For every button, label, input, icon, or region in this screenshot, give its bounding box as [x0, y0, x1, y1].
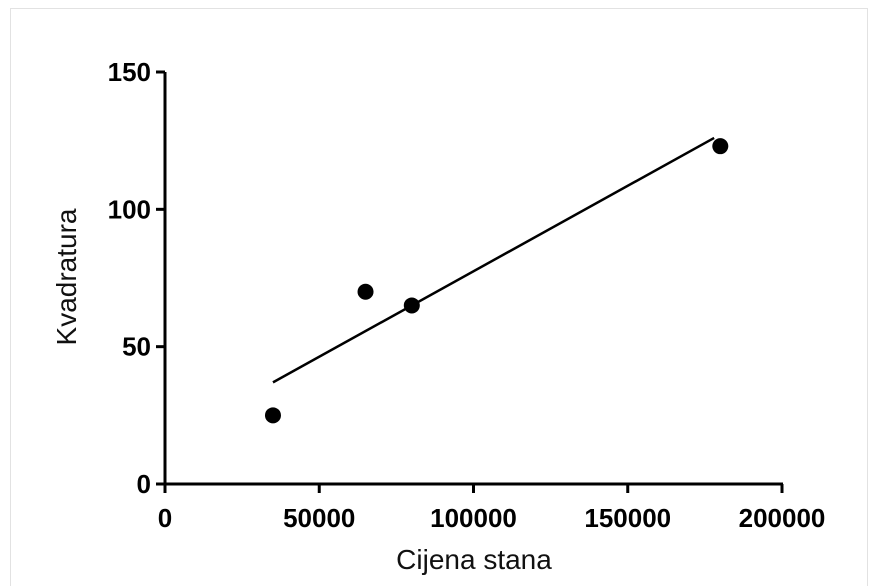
y-tick-label: 150: [108, 57, 151, 87]
x-tick-label: 100000: [430, 503, 517, 533]
data-points: [264, 138, 729, 424]
x-tick-label: 0: [158, 503, 172, 533]
x-axis-title: Cijena stana: [396, 544, 552, 575]
data-point: [712, 138, 729, 155]
fit-line: [272, 136, 715, 384]
x-tick-label: 200000: [739, 503, 826, 533]
data-point: [264, 407, 281, 424]
x-tick-label: 150000: [584, 503, 671, 533]
data-point: [403, 297, 420, 314]
ticks: 0 50000 100000 150000 200000 0 50 100 150: [108, 57, 826, 533]
y-tick-label: 0: [137, 469, 151, 499]
fit-line-group: [272, 136, 715, 384]
y-axis-title: Kvadratura: [51, 208, 82, 345]
frame-border: [10, 8, 868, 586]
axes: [163, 72, 783, 486]
y-tick-label: 100: [108, 194, 151, 224]
data-point: [357, 283, 374, 300]
y-tick-label: 50: [122, 332, 151, 362]
x-tick-label: 50000: [283, 503, 355, 533]
